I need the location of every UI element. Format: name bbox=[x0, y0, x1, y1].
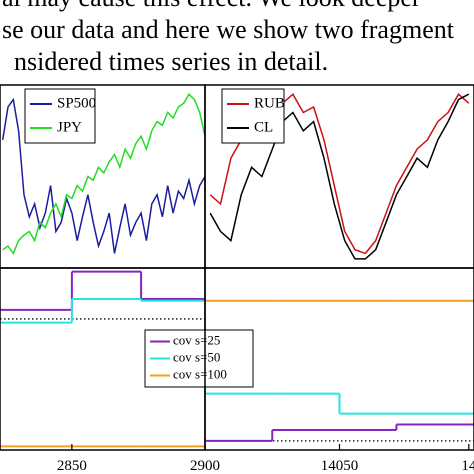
legend-label: CL bbox=[254, 119, 273, 135]
legend-label: SP500 bbox=[57, 95, 96, 111]
paragraph-line: nsidered times series in detail. bbox=[14, 47, 328, 76]
x-tick-label: 2850 bbox=[57, 458, 87, 474]
x-tick-label: 2900 bbox=[190, 458, 220, 474]
paragraph-line: al may cause this effect. We look deeper bbox=[2, 0, 421, 12]
legend-label: RUB bbox=[254, 95, 285, 111]
plot-area bbox=[205, 299, 474, 442]
series-line bbox=[1, 97, 205, 254]
legend-box bbox=[24, 88, 96, 144]
x-tick-label: 14 bbox=[461, 458, 474, 474]
plot-area bbox=[1, 92, 205, 255]
plot-area bbox=[0, 270, 205, 448]
series-line bbox=[209, 93, 470, 260]
legend-label: cov s=50 bbox=[173, 349, 220, 364]
legend-label: cov s=100 bbox=[173, 366, 227, 381]
x-tick-label: 14050 bbox=[321, 458, 359, 474]
series-line bbox=[2, 92, 205, 255]
legend-label: cov s=25 bbox=[173, 332, 220, 347]
legend-box bbox=[221, 88, 285, 144]
paragraph-line: se our data and here we show two fragmen… bbox=[2, 15, 455, 44]
legend-label: JPY bbox=[57, 119, 82, 135]
